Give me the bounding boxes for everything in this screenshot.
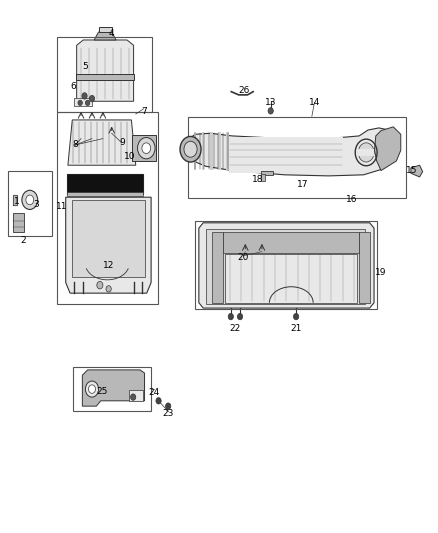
- Circle shape: [293, 313, 299, 320]
- Bar: [261, 174, 265, 181]
- Text: 7: 7: [141, 108, 147, 116]
- Polygon shape: [199, 223, 374, 308]
- Circle shape: [156, 398, 161, 404]
- Text: 10: 10: [124, 152, 135, 161]
- Text: 19: 19: [375, 269, 387, 277]
- Text: 4: 4: [109, 29, 114, 37]
- Circle shape: [106, 286, 111, 292]
- Bar: [202, 132, 205, 170]
- Text: 17: 17: [297, 180, 309, 189]
- Text: 9: 9: [119, 139, 125, 147]
- Text: 8: 8: [72, 141, 78, 149]
- Text: 3: 3: [33, 200, 39, 208]
- Bar: [57, 112, 158, 304]
- Polygon shape: [225, 254, 357, 303]
- Text: 24: 24: [148, 388, 160, 397]
- Circle shape: [237, 313, 243, 320]
- Text: 23: 23: [162, 409, 174, 418]
- Text: 26: 26: [239, 86, 250, 95]
- Bar: [358, 149, 374, 156]
- Polygon shape: [82, 370, 145, 406]
- Bar: [57, 37, 152, 112]
- Circle shape: [85, 381, 99, 397]
- Circle shape: [358, 143, 374, 162]
- Bar: [76, 74, 134, 80]
- Polygon shape: [411, 165, 423, 177]
- Bar: [218, 132, 221, 170]
- Polygon shape: [66, 197, 151, 293]
- Text: 13: 13: [265, 98, 276, 107]
- Bar: [99, 27, 112, 32]
- Circle shape: [26, 195, 34, 205]
- Bar: [67, 174, 143, 194]
- Text: 11: 11: [57, 203, 68, 211]
- Bar: [195, 221, 377, 309]
- Bar: [74, 98, 92, 106]
- Circle shape: [82, 93, 87, 99]
- Circle shape: [131, 394, 136, 400]
- Circle shape: [184, 141, 197, 157]
- Text: 25: 25: [96, 387, 107, 395]
- Text: 21: 21: [290, 324, 302, 333]
- Text: 5: 5: [82, 62, 88, 70]
- Bar: [194, 132, 196, 170]
- Circle shape: [89, 95, 95, 102]
- Text: 12: 12: [103, 261, 114, 270]
- Bar: [261, 171, 273, 175]
- Circle shape: [138, 138, 155, 159]
- Polygon shape: [77, 40, 134, 101]
- Polygon shape: [212, 232, 223, 303]
- Circle shape: [88, 385, 95, 393]
- Bar: [129, 390, 143, 401]
- Bar: [226, 132, 229, 170]
- Text: 15: 15: [406, 166, 417, 175]
- Bar: [8, 171, 52, 236]
- Polygon shape: [68, 120, 136, 165]
- Text: 20: 20: [238, 254, 249, 262]
- Circle shape: [268, 108, 273, 114]
- Polygon shape: [72, 200, 145, 277]
- Bar: [206, 229, 365, 304]
- Text: 16: 16: [346, 195, 358, 204]
- Text: 2: 2: [20, 237, 25, 245]
- Text: 18: 18: [252, 175, 263, 183]
- Polygon shape: [13, 195, 17, 205]
- Bar: [223, 232, 359, 253]
- Text: 1: 1: [14, 197, 20, 206]
- Bar: [67, 192, 143, 196]
- Text: 6: 6: [71, 82, 77, 91]
- Circle shape: [97, 281, 103, 289]
- Circle shape: [166, 403, 171, 409]
- Circle shape: [22, 190, 38, 209]
- Bar: [229, 137, 343, 173]
- Circle shape: [142, 143, 151, 154]
- Circle shape: [180, 136, 201, 162]
- Circle shape: [78, 100, 82, 106]
- Text: 14: 14: [309, 98, 320, 107]
- Circle shape: [85, 100, 90, 106]
- Polygon shape: [94, 32, 116, 40]
- Text: 22: 22: [229, 324, 240, 333]
- Bar: [132, 135, 156, 161]
- Polygon shape: [187, 128, 396, 176]
- Polygon shape: [359, 232, 370, 303]
- Bar: [210, 132, 213, 170]
- Bar: [188, 117, 406, 198]
- Circle shape: [228, 313, 233, 320]
- Polygon shape: [374, 127, 401, 171]
- Bar: [73, 367, 151, 411]
- Polygon shape: [13, 213, 24, 232]
